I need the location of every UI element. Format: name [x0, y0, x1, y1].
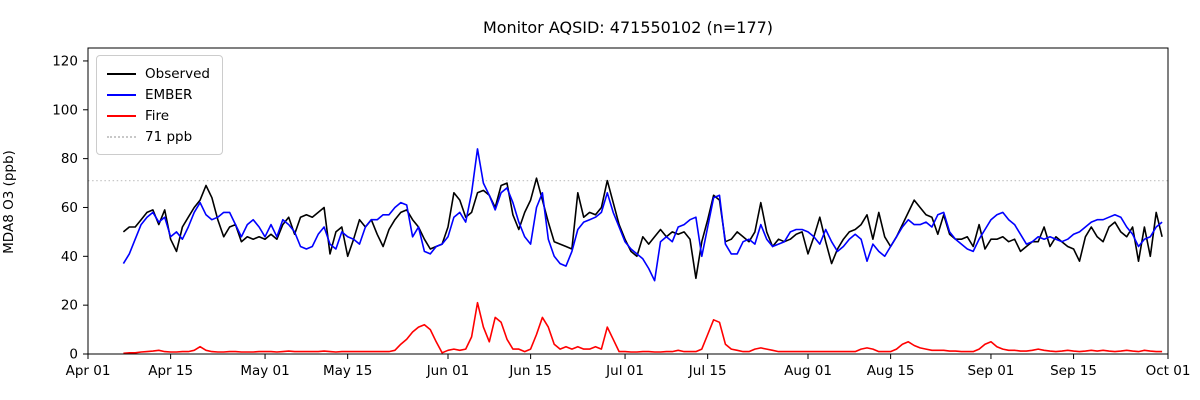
threshold-line-sample	[107, 135, 136, 138]
x-tick-label: Jul 01	[605, 363, 644, 379]
legend-label-fire: Fire	[145, 107, 170, 124]
y-tick-label: 60	[61, 200, 78, 216]
legend-label-observed: Observed	[145, 65, 210, 82]
y-tick-label: 100	[52, 102, 78, 118]
legend-entry-threshold: 71 ppb	[107, 126, 210, 147]
fire-line-sample	[107, 114, 136, 117]
legend-entry-ember: EMBER	[107, 84, 210, 105]
x-tick-label: Sep 15	[1050, 363, 1097, 379]
legend-label-threshold: 71 ppb	[145, 128, 193, 145]
plot-area	[88, 48, 1168, 354]
x-tick-label: Oct 01	[1146, 363, 1191, 379]
y-tick-label: 0	[69, 347, 78, 363]
series-line-ember	[122, 148, 1163, 282]
axes-border	[87, 47, 1169, 355]
x-tick-label: May 15	[323, 363, 372, 379]
x-tick-label: Aug 01	[784, 363, 832, 379]
ember-line-sample	[107, 93, 136, 96]
legend-entry-observed: Observed	[107, 63, 210, 84]
x-tick-label: Aug 15	[867, 363, 915, 379]
chart-title: Monitor AQSID: 471550102 (n=177)	[482, 18, 774, 37]
y-tick-label: 20	[61, 298, 78, 314]
legend-entry-fire: Fire	[107, 105, 210, 126]
x-tick-label: Jun 15	[508, 363, 552, 379]
series-line-fire	[123, 301, 1163, 355]
observed-line-sample	[107, 72, 136, 75]
y-axis-label: MDA8 O3 (ppb)	[1, 150, 17, 254]
series-line-observed	[122, 177, 1163, 280]
x-tick-label: Jul 15	[688, 363, 727, 379]
legend: Observed EMBER Fire 71 ppb	[96, 55, 223, 155]
x-tick-label: Apr 15	[148, 363, 193, 379]
y-tick-label: 40	[61, 249, 78, 265]
x-tick-label: Apr 01	[66, 363, 111, 379]
x-tick-label: May 01	[240, 363, 289, 379]
legend-label-ember: EMBER	[145, 86, 193, 103]
x-tick-label: Jun 01	[426, 363, 470, 379]
x-tick-label: Sep 01	[967, 363, 1014, 379]
y-tick-label: 80	[61, 151, 78, 167]
y-tick-label: 120	[52, 53, 78, 69]
